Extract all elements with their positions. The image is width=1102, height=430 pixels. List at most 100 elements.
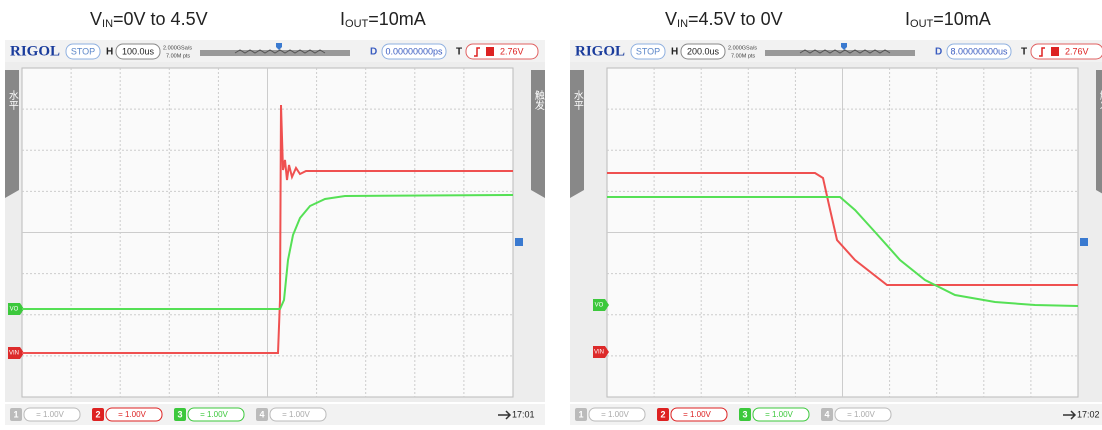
trig-level-marker [1080,238,1088,246]
clock: 17:02 [1077,409,1100,419]
points: 7.00M pts [731,53,755,59]
timebase: 200.0us [687,46,720,56]
caption-i-rest: =10mA [933,9,991,29]
channel-scale-box [670,407,728,422]
channel-scale: = 1.00V [282,410,310,419]
caption-current: IOUT=10mA [340,9,426,30]
marker-vin: VIN [594,350,604,356]
wave-vo [607,196,1079,307]
points: 7.00M pts [166,53,190,59]
wave-vin [22,104,513,354]
side-tab-right [531,70,545,198]
channel-scale: = 1.00V [847,410,875,419]
channel-scale: = 1.00V [118,410,146,419]
channel-num: 1 [13,409,18,419]
channel-scale-box [269,407,327,422]
channel-scale: = 1.00V [765,410,793,419]
timebase-box [115,43,161,60]
side-right: 触发 [532,89,544,111]
trigger-level: 2.76V [500,46,524,56]
channel-num-box [10,408,22,421]
state-box [65,43,101,60]
scope-panel: VIN=4.5V to 0V IOUT=10mA RIGOL STOP H 200.0us… [570,9,1102,425]
memory-zigzag [799,49,891,54]
brand: RIGOL [10,43,60,59]
channel-scale-box [105,407,163,422]
marker-vo: VO [10,307,19,313]
channel-scale: = 1.00V [683,410,711,419]
trigger-ch [486,47,494,56]
channel-num-box [92,408,104,421]
caption-i-sub: OUT [345,18,369,30]
t-label: T [456,47,462,58]
h-label: H [106,47,113,58]
channel-num: 2 [660,409,665,419]
rate: 2.000GSa/s [728,45,757,51]
channel-scale-box [187,407,245,422]
caption-i-rest: =10mA [368,9,426,29]
channel-num-box [821,408,833,421]
channel-num: 1 [578,409,583,419]
side-tab-left [5,70,19,198]
channel-scale: = 1.00V [200,410,228,419]
state: STOP [71,46,95,56]
t-label: T [1021,47,1027,58]
trig-level-marker [515,238,523,246]
usb-icon [498,410,512,420]
caption-v-sub: IN [677,18,688,30]
caption-v-sub: IN [102,18,113,30]
marker-vin-tag [593,346,609,358]
trigger-level: 2.76V [1065,46,1089,56]
caption-i-sub: OUT [910,18,934,30]
trigger-box [465,43,539,60]
channel-scale-box [23,407,81,422]
side-tab-left [570,70,584,198]
delay-box [946,43,1012,60]
h-label: H [671,47,678,58]
marker-vin-tag [8,347,24,359]
channel-num: 3 [742,409,747,419]
wave-vin [607,172,1078,286]
rate: 2.000GSa/s [163,45,192,51]
caption-voltage: VIN=4.5V to 0V [665,9,783,30]
caption-i: I [905,9,910,29]
channel-num-box [739,408,751,421]
delay: 0.00000000ps [385,46,443,56]
caption-v: V [665,9,677,29]
d-label: D [370,47,377,58]
caption-current: IOUT=10mA [905,9,991,30]
trigger-pos [276,43,282,50]
channel-num: 3 [177,409,182,419]
marker-vo-tag [593,299,609,311]
usb-icon [1063,410,1077,420]
memory-zigzag [234,49,326,54]
state: STOP [636,46,660,56]
scope-panel: VIN=0V to 4.5V IOUT=10mA RIGOL STOP H 100.0us… [5,9,545,425]
trigger-edge [474,47,480,57]
caption-v-rest: =0V to 4.5V [113,9,208,29]
side-right: 触发 [1097,89,1102,111]
channel-num-box [575,408,587,421]
clock: 17:01 [512,409,535,419]
delay: 8.00000000us [950,46,1008,56]
channel-scale: = 1.00V [601,410,629,419]
caption-v: V [90,9,102,29]
channel-num-box [256,408,268,421]
trigger-ch [1051,47,1059,56]
timebase: 100.0us [122,46,155,56]
state-box [630,43,666,60]
delay-box [381,43,447,60]
channel-num-box [657,408,669,421]
channel-scale-box [834,407,892,422]
channel-num: 4 [824,409,829,419]
channel-scale-box [588,407,646,422]
side-tab-right [1096,70,1102,194]
caption-i: I [340,9,345,29]
marker-vo-tag [8,303,24,315]
brand: RIGOL [575,43,625,59]
trigger-pos [841,43,847,50]
trigger-box [1030,43,1102,60]
channel-num: 2 [95,409,100,419]
channel-scale-box [752,407,810,422]
